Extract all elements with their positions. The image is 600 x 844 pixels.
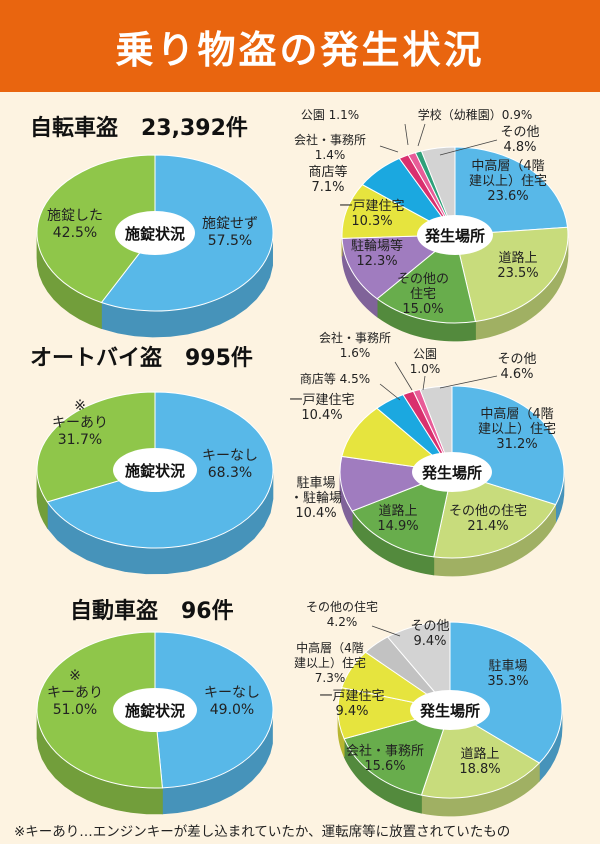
car-lock-slice-0 [154, 631, 274, 789]
car-house-label: 一戸建住宅 9.4% [319, 689, 384, 719]
car-place-slice-6 [386, 621, 451, 712]
car-lock-center-label: 施錠状況 [125, 702, 185, 720]
motorcycle-place-slice-4 [341, 407, 454, 473]
motorcycle-place-label-2: 道路上 14.9% [377, 503, 418, 534]
car-place-slice-0 [449, 621, 563, 764]
bicycle-company-label: 会社・事務所 1.4% [294, 132, 366, 162]
motorcycle-place-label-1: その他の住宅 21.4% [449, 504, 527, 534]
car-leader-other-house [371, 625, 401, 637]
motorcycle-lock-center-label: 施錠状況 [125, 462, 185, 480]
motorcycle-leader-park [422, 375, 426, 391]
car-lock-label-0: キーなし 49.0% [204, 685, 260, 718]
motorcycle-count: 995件 [185, 346, 253, 371]
bicycle-leader-company [379, 145, 399, 153]
motorcycle-leader-shop [379, 383, 401, 401]
bicycle-section-title: 自転車盗 23,392件 [30, 110, 248, 142]
motorcycle-house-label: 一戸建住宅 10.4% [289, 393, 354, 423]
car-place-slice-2 [343, 709, 451, 796]
motorcycle-leader-company [394, 361, 413, 391]
bicycle-place-slice-3 [341, 234, 457, 300]
motorcycle-place-slice-2 [351, 471, 453, 558]
car-title: 自動車盗 [70, 599, 159, 624]
motorcycle-place-label-3: 駐車場・駐輪場 10.4% [290, 476, 342, 521]
page-title: 乗り物盗の発生状況 [115, 27, 485, 72]
bicycle-place-slice-1 [454, 226, 569, 323]
motorcycle-park-label: 公園 1.0% [410, 347, 441, 376]
car-lock-pie: 施錠状況 キーなし 49.0% ※キーあり 51.0% [36, 631, 274, 815]
car-section-title: 自動車盗 96件 [70, 593, 234, 625]
motorcycle-title: オートバイ盗 [30, 346, 163, 371]
motorcycle-company-label: 会社・事務所 1.6% [319, 330, 391, 360]
car-lock-center-hole [113, 688, 197, 732]
bicycle-place-label-0: 中高層（4階建以上）住宅 23.6% [469, 158, 547, 204]
bicycle-title: 自転車盗 [30, 116, 119, 141]
motorcycle-section-title: オートバイ盗 995件 [30, 340, 253, 372]
bicycle-lock-center-label: 施錠状況 [125, 225, 185, 243]
car-place-slice-1 [420, 709, 541, 799]
motorcycle-place-slice-1 [433, 471, 557, 559]
bicycle-leader-school [417, 123, 426, 147]
car-other-house-label: その他の住宅 4.2% [306, 599, 378, 629]
motorcycle-shop-label: 商店等 4.5% [300, 371, 370, 386]
bicycle-park-label: 公園 1.1% [301, 108, 359, 122]
footnote: ※キーあり…エンジンキーが差し込まれていたか、運転席等に放置されていたもの [14, 824, 511, 840]
bicycle-place-label-2: その他の住宅 15.0% [397, 272, 449, 317]
bicycle-other-label: その他 4.8% [500, 125, 539, 155]
car-lock-label-1: ※キーあり 51.0% [47, 668, 103, 718]
motorcycle-leader-other [439, 375, 498, 389]
bicycle-place-slice-2 [376, 234, 477, 324]
motorcycle-place-slice-8 [419, 385, 453, 473]
bicycle-place-label-3: 駐輪場等 12.3% [351, 238, 403, 269]
car-place-center-hole [410, 690, 490, 730]
car-place-label-2: 会社・事務所 15.6% [346, 743, 424, 774]
bicycle-lock-label-0: 施錠せず 57.5% [202, 216, 258, 249]
motorcycle-place-center-hole [412, 452, 492, 492]
motorcycle-lock-label-0: キーなし 68.3% [202, 448, 258, 481]
motorcycle-other-label: その他 4.6% [497, 352, 536, 382]
car-lock-slice-1 [36, 631, 163, 789]
bicycle-place-pie: 発生場所 中高層（4階建以上）住宅 23.6% 道路上 23.5% その他の住宅 15.0%… [294, 107, 569, 342]
bicycle-count: 23,392件 [141, 116, 248, 141]
bicycle-shop-label: 商店等 7.1% [308, 164, 347, 195]
bicycle-school-label: 学校（幼稚園）0.9% [418, 107, 533, 122]
bicycle-place-label-1: 道路上 23.5% [497, 250, 538, 281]
bicycle-leader-park [404, 123, 409, 146]
title-banner: 乗り物盗の発生状況 [0, 0, 600, 92]
motorcycle-lock-center-hole [113, 448, 197, 492]
motorcycle-lock-label-1: ※キーあり 31.7% [52, 398, 108, 448]
car-count: 96件 [181, 599, 234, 624]
motorcycle-place-center-label: 発生場所 [421, 464, 482, 482]
bicycle-lock-label-1: 施錠した 42.5% [47, 208, 103, 241]
bicycle-place-center-label: 発生場所 [424, 227, 485, 245]
bicycle-place-slice-9 [420, 146, 456, 236]
bicycle-lock-center-hole [115, 211, 195, 255]
car-mid-label: 中高層（4階建以上）住宅 7.3% [294, 640, 366, 685]
motorcycle-place-label-0: 中高層（4階建以上）住宅 31.2% [478, 406, 556, 452]
bicycle-lock-slice-1 [36, 154, 156, 304]
bicycle-place-slice-0 [454, 146, 569, 236]
bicycle-place-center-hole [417, 215, 493, 255]
bicycle-place-label-4: 一戸建住宅 10.3% [339, 199, 404, 229]
car-other-label: その他 9.4% [410, 619, 449, 649]
bicycle-leader-other [439, 139, 498, 156]
car-place-label-1: 道路上 18.8% [459, 746, 500, 777]
car-place-center-label: 発生場所 [419, 702, 480, 720]
motorcycle-place-pie: 発生場所 中高層（4階建以上）住宅 31.2% その他の住宅 21.4% 道路上 14.9%… [289, 330, 565, 577]
car-place-label-0: 駐車場 35.3% [487, 659, 528, 689]
